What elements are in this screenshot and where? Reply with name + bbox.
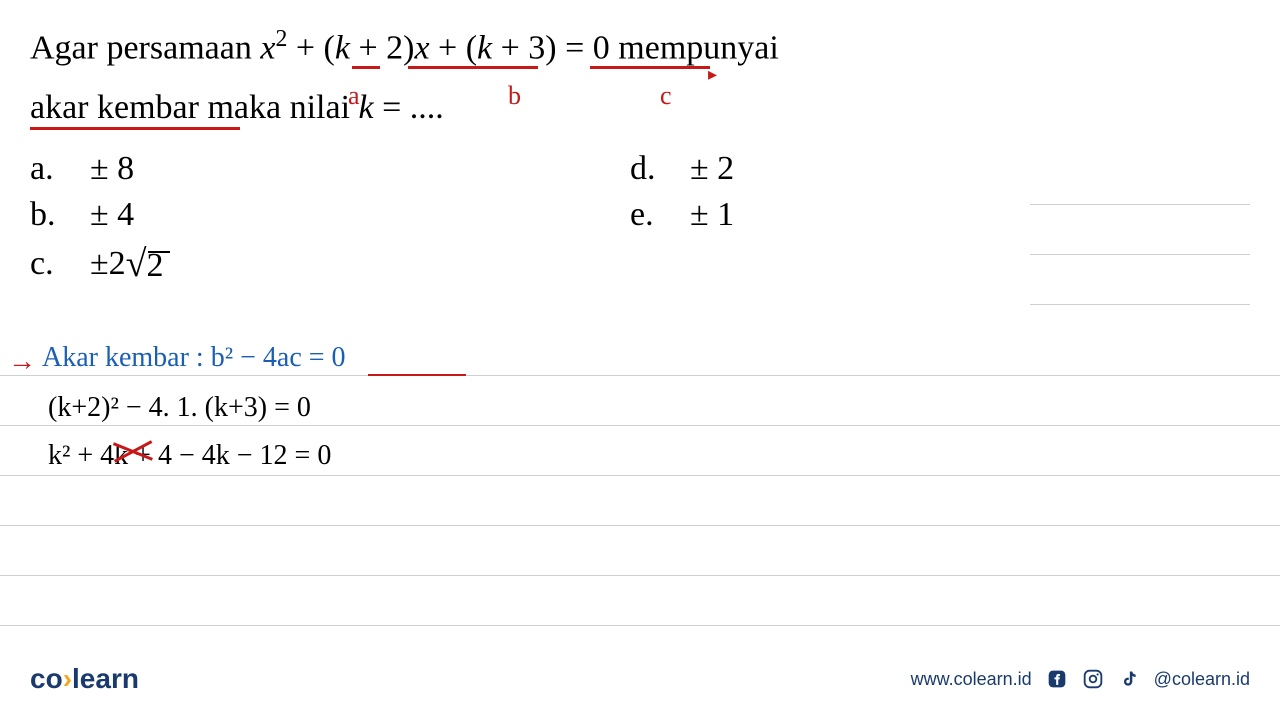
- option-e-letter: e.: [630, 196, 690, 234]
- equation-rest: + (k + 2)x + (k + 3) = 0: [287, 29, 609, 66]
- option-d-value: ± 2: [690, 150, 734, 188]
- option-c-letter: c.: [30, 245, 90, 283]
- sqrt-sign: √: [126, 243, 147, 285]
- hw-black-line-1: (k+2)² − 4. 1. (k+3) = 0: [48, 392, 311, 424]
- option-a: a. ± 8: [30, 150, 630, 188]
- footer: co›learn www.colearn.id @colearn.id: [0, 663, 1280, 695]
- option-c-value-prefix: ±2: [90, 245, 126, 283]
- logo-dot: ›: [63, 663, 72, 694]
- footer-url: www.colearn.id: [911, 669, 1032, 690]
- option-a-letter: a.: [30, 150, 90, 188]
- notebook-line: [0, 526, 1280, 576]
- tiktok-icon: [1118, 668, 1140, 690]
- hw-arrow: →: [8, 346, 36, 378]
- question-line-1: Agar persamaan x2 + (k + 2)x + (k + 3) =…: [30, 20, 1250, 76]
- logo-learn: learn: [72, 663, 139, 694]
- footer-right: www.colearn.id @colearn.id: [911, 668, 1250, 690]
- question-prefix: Agar persamaan: [30, 29, 260, 66]
- short-line: [1030, 155, 1250, 205]
- option-b-value: ± 4: [90, 196, 134, 234]
- equation-x2: x: [260, 29, 275, 66]
- short-line: [1030, 205, 1250, 255]
- question-var-k: k: [359, 89, 374, 126]
- hw-blue-line: Akar kembar : b² − 4ac = 0: [42, 342, 346, 374]
- question-text: Agar persamaan x2 + (k + 2)x + (k + 3) =…: [30, 20, 1250, 135]
- instagram-icon: [1082, 668, 1104, 690]
- underline-c: [590, 66, 710, 69]
- option-b: b. ± 4: [30, 196, 630, 234]
- option-d-letter: d.: [630, 150, 690, 188]
- option-e-value: ± 1: [690, 196, 734, 234]
- logo: co›learn: [30, 663, 139, 695]
- hw-blue-underline: [368, 374, 466, 376]
- hw-black-line-2: k² + 4k + 4 − 4k − 12 = 0: [48, 440, 331, 472]
- sqrt-bar: [148, 251, 170, 253]
- sup-2: 2: [275, 26, 287, 52]
- underline-b: [408, 66, 538, 69]
- short-line: [1030, 255, 1250, 305]
- underline-a: [352, 66, 380, 69]
- facebook-icon: [1046, 668, 1068, 690]
- question-line-2: akar kembar maka nilai k = ....: [30, 81, 1250, 135]
- option-b-letter: b.: [30, 196, 90, 234]
- right-short-lines: [1030, 155, 1250, 305]
- logo-co: co: [30, 663, 63, 694]
- footer-handle: @colearn.id: [1154, 669, 1250, 690]
- notebook-line: [0, 476, 1280, 526]
- sqrt-wrap: √2: [126, 242, 164, 286]
- question-suffix: mempunyai: [610, 29, 779, 66]
- question-line2-prefix: akar kembar maka nilai: [30, 89, 359, 126]
- option-a-value: ± 8: [90, 150, 134, 188]
- option-c: c. ±2√2: [30, 242, 630, 286]
- question-line2-suffix: = ....: [374, 89, 444, 126]
- notebook-line: [0, 576, 1280, 626]
- underline-akar-kembar: [30, 127, 240, 130]
